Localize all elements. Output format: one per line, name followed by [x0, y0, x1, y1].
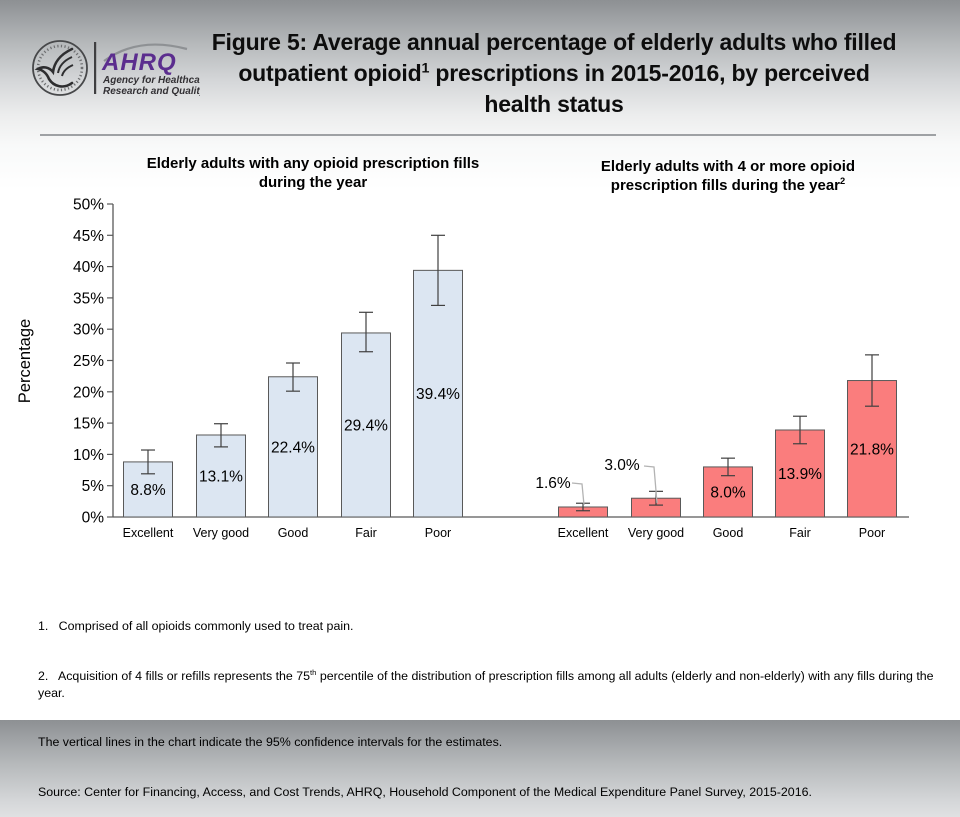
bar-good — [268, 376, 318, 518]
x-category-label: Excellent — [123, 526, 174, 540]
ahrq-tagline-1: Agency for Healthcare — [102, 75, 200, 86]
x-category-label: Very good — [193, 526, 249, 540]
left-panel-subtitle: Elderly adults with any opioid prescript… — [146, 155, 480, 191]
bar-fair — [775, 429, 825, 518]
y-tick-label: 5% — [82, 478, 105, 495]
header-divider-line — [40, 134, 936, 136]
x-category-label: Good — [278, 526, 309, 540]
value-label-very-good: 13.1% — [199, 468, 243, 485]
x-category-label: Poor — [859, 526, 885, 540]
value-label-fair: 13.9% — [778, 466, 822, 483]
y-tick-label: 40% — [73, 259, 104, 276]
y-tick-label: 50% — [73, 197, 104, 214]
x-category-label: Fair — [355, 526, 377, 540]
footnote-ref-1: 1 — [421, 60, 430, 77]
figure-title-line-3: health status — [484, 91, 624, 117]
x-category-label: Good — [713, 526, 744, 540]
value-label-excellent: 1.6% — [535, 475, 571, 492]
footnote-2: 2. Acquisition of 4 fills or refills rep… — [38, 667, 938, 700]
value-label-excellent: 8.8% — [130, 482, 166, 499]
y-tick-label: 20% — [73, 384, 104, 401]
y-axis-title: Percentage — [16, 319, 34, 403]
footnote-ci: The vertical lines in the chart indicate… — [38, 735, 503, 750]
x-category-label: Very good — [628, 526, 684, 540]
y-tick-label: 10% — [73, 447, 104, 464]
bar-very-good — [196, 434, 246, 518]
value-label-excellent-leader-line — [571, 482, 585, 506]
bar-poor — [413, 269, 463, 518]
y-tick-label: 25% — [73, 353, 104, 370]
value-label-good: 22.4% — [271, 439, 315, 456]
ahrq-logo: AHRQ Agency for Healthcare Research and … — [101, 43, 200, 97]
bar-fair — [341, 332, 391, 518]
figure-title: Figure 5: Average annual percentage of e… — [168, 27, 940, 120]
hhs-logo — [32, 40, 88, 96]
y-tick-label: 45% — [73, 228, 104, 245]
ahrq-tagline-2: Research and Quality — [103, 86, 200, 97]
y-tick-label: 0% — [82, 510, 105, 527]
bar-chart-canvas: 0% 5% 10% 15% 20% 25% 30% 35% 40% 45% 50% Percentag… — [16, 197, 909, 540]
value-label-very-good-leader-line — [643, 465, 658, 504]
y-tick-label: 35% — [73, 290, 104, 307]
y-tick-label: 15% — [73, 416, 104, 433]
x-category-label: Fair — [789, 526, 811, 540]
x-category-label: Excellent — [558, 526, 609, 540]
footnote-ref-2: 2 — [840, 176, 846, 186]
footnotes: 1. Comprised of all opioids commonly use… — [38, 585, 942, 817]
y-tick-label: 30% — [73, 322, 104, 339]
right-panel-subtitle: Elderly adults with 4 or more opioid pre… — [600, 158, 856, 194]
value-label-poor: 39.4% — [416, 386, 460, 403]
figure-title-line-1: Figure 5: Average annual percentage of e… — [211, 29, 897, 55]
logo-divider — [94, 42, 97, 94]
value-label-very-good: 3.0% — [604, 457, 640, 474]
ahrq-acronym: AHRQ — [101, 49, 177, 76]
footnote-source: Source: Center for Financing, Access, an… — [38, 785, 812, 800]
x-category-label: Poor — [425, 526, 451, 540]
value-label-poor: 21.8% — [850, 441, 894, 458]
footnote-1: 1. Comprised of all opioids commonly use… — [38, 619, 354, 634]
value-label-good: 8.0% — [710, 484, 746, 501]
value-label-fair: 29.4% — [344, 417, 388, 434]
eagle-icon — [34, 47, 74, 88]
logo-cluster: AHRQ Agency for Healthcare Research and … — [32, 40, 200, 97]
figure-title-line-2: outpatient opioid1 prescriptions in 2015… — [238, 60, 870, 86]
ahrq-arc — [103, 43, 188, 62]
